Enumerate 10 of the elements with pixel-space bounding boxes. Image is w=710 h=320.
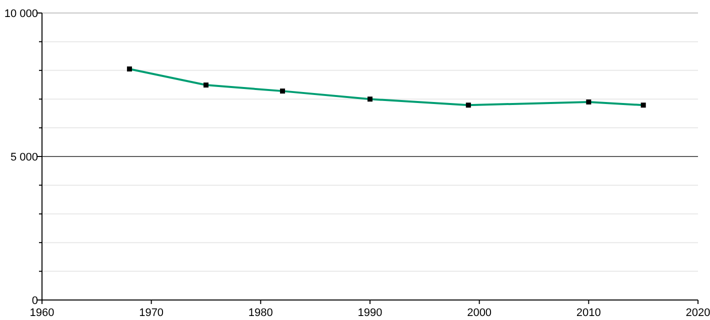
y-tick-label: 10 000 <box>4 8 38 20</box>
x-tick-label: 2020 <box>686 307 710 319</box>
y-tick-label: 0 <box>32 295 38 307</box>
x-tick-label: 1990 <box>358 307 382 319</box>
x-tick-label: 1980 <box>248 307 273 319</box>
x-tick-label: 1970 <box>139 307 164 319</box>
y-tick-label: 5 000 <box>10 152 38 164</box>
x-tick-label: 1960 <box>30 307 54 319</box>
x-tick-label: 2010 <box>576 307 601 319</box>
x-tick-label: 2000 <box>467 307 492 319</box>
